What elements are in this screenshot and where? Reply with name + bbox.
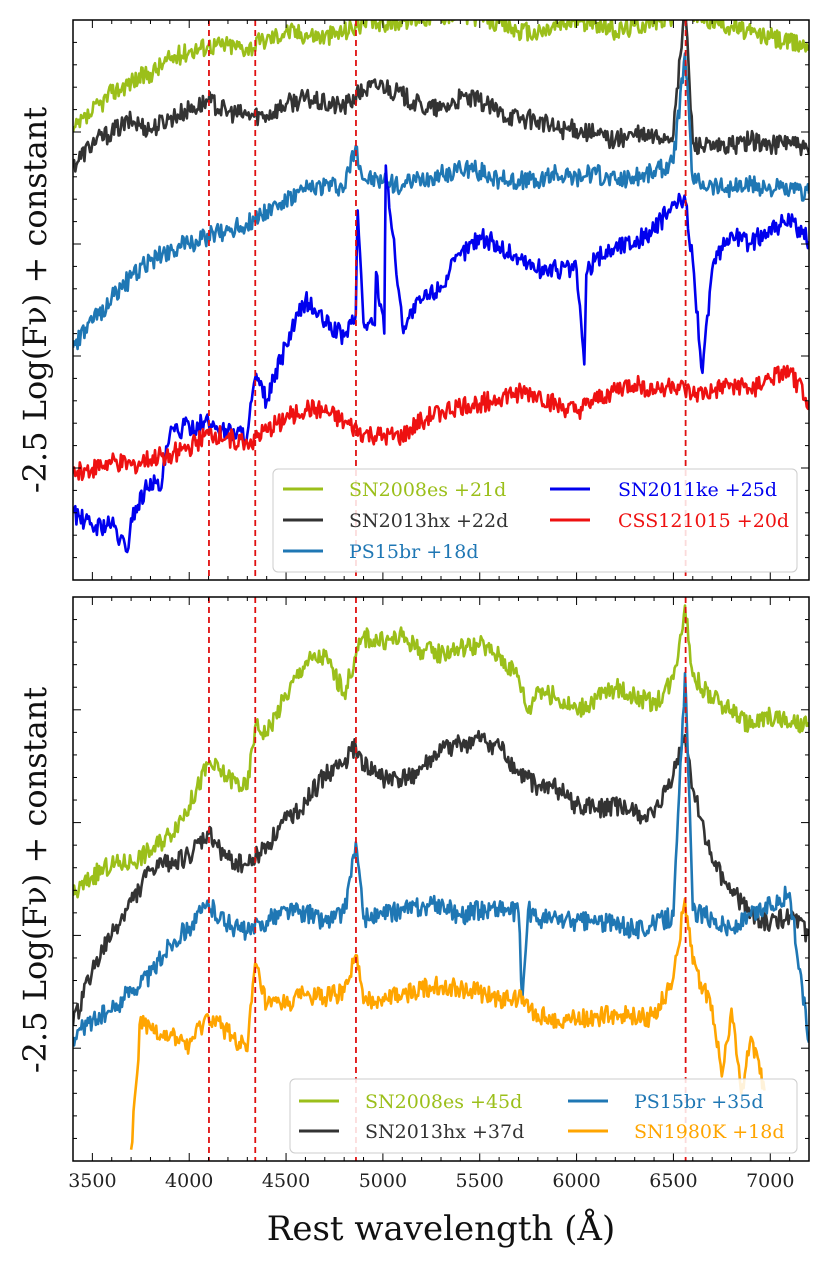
x-tick-label: 7000 <box>746 1170 794 1192</box>
x-tick-label: 3500 <box>68 1170 116 1192</box>
top-ylabel: -2.5 Log(Fν) + constant <box>16 107 54 493</box>
x-tick-label: 4500 <box>262 1170 310 1192</box>
top-series-sn2011ke <box>73 164 809 554</box>
top-panel: SN2008es +21d SN2013hx +22d PS15br +18d … <box>72 19 810 581</box>
top-legend-label-1: SN2013hx +22d <box>349 510 508 532</box>
bottom-legend-label-0: SN2008es +45d <box>365 1091 522 1113</box>
top-legend: SN2008es +21d SN2013hx +22d PS15br +18d … <box>272 468 798 573</box>
x-tick-label: 6000 <box>552 1170 600 1192</box>
x-tick-label: 4000 <box>165 1170 213 1192</box>
x-tick-label: 5500 <box>456 1170 504 1192</box>
bottom-series-sn1980k <box>129 897 766 1150</box>
bottom-legend-label-1: SN2013hx +37d <box>365 1121 524 1143</box>
bottom-series-sn2008es <box>73 604 809 899</box>
top-legend-label-2: PS15br +18d <box>349 541 479 563</box>
bottom-legend-box <box>289 1078 798 1154</box>
x-axis-label: Rest wavelength (Å) <box>267 1208 615 1249</box>
top-legend-box <box>272 468 798 573</box>
bottom-series-ps15br <box>73 671 809 1047</box>
x-tick-label: 5000 <box>359 1170 407 1192</box>
top-legend-label-0: SN2008es +21d <box>349 479 506 501</box>
bottom-axes-frame <box>72 596 810 1162</box>
bottom-legend: SN2008es +45d SN2013hx +37d PS15br +35d … <box>289 1078 798 1154</box>
bottom-panel: 3500 4000 4500 5000 5500 6000 6500 7000 SN2008e… <box>68 596 810 1192</box>
bottom-legend-label-2: PS15br +35d <box>634 1091 764 1113</box>
top-legend-label-4: CSS121015 +20d <box>618 510 789 532</box>
top-series-sn2008es <box>73 20 809 133</box>
bottom-ylabel: -2.5 Log(Fν) + constant <box>16 687 54 1073</box>
top-series-sn2013hx <box>73 20 809 173</box>
x-tick-label: 6500 <box>649 1170 697 1192</box>
top-axes-frame <box>72 19 810 581</box>
bottom-legend-label-3: SN1980K +18d <box>634 1121 785 1143</box>
top-legend-label-3: SN2011ke +25d <box>618 479 777 501</box>
top-series-ps15br <box>73 52 809 351</box>
